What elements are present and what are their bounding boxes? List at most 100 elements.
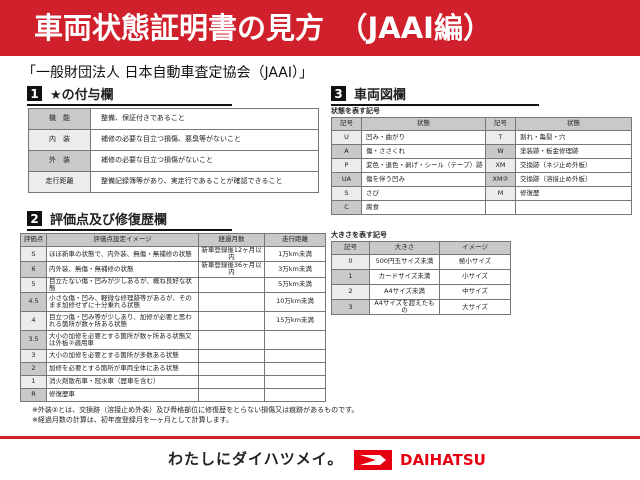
state-symbol: U	[331, 130, 362, 145]
column-header: 記号	[485, 117, 516, 131]
column-header: イメージ	[439, 241, 511, 255]
state-description: 割れ・亀裂・穴	[515, 130, 632, 145]
description: 大小の加修を必要とする箇所が多数ある状態	[46, 348, 199, 363]
table-row: 6 内外装、無傷・無補修の状態 新車登録後36ヶ月以内 3万km未満	[20, 261, 326, 278]
section1-heading: 1 ★の付与欄	[27, 84, 232, 106]
section-number: 2	[27, 211, 42, 226]
table-row: A 傷・ささくれ W 塗装跡・板金修理跡	[331, 144, 632, 159]
elapsed-months	[198, 291, 265, 312]
section-number: 3	[331, 86, 346, 101]
score: 5	[20, 276, 47, 293]
table-row: C 腐食	[331, 200, 632, 215]
state-description: 塗装跡・板金修理跡	[515, 144, 632, 159]
description: 内外装、無傷・無補修の状態	[46, 261, 199, 278]
mileage: 1万km未満	[264, 245, 326, 263]
elapsed-months	[198, 374, 265, 389]
state-description: 修復歴	[515, 186, 632, 201]
table-row: 2 加修を必要とする箇所が車両全体にある状態	[20, 361, 326, 376]
description: 目立たない傷・凹みが少しあるが、概ね良好な状態	[46, 276, 199, 293]
row-label: 機 能	[28, 108, 91, 130]
table-row: S さび M 修復歴	[331, 186, 632, 201]
table-row: 4.5 小さな傷・凹み、軽微な修理跡等があるが、そのまま加修せずに十分乗れる状態 1…	[20, 291, 326, 312]
mileage: 10万km未満	[264, 291, 326, 312]
size-image: 大サイズ	[439, 298, 511, 316]
state-description: 変色・退色・剥げ・シール（テープ）跡	[361, 158, 486, 173]
elapsed-months	[198, 361, 265, 376]
section-number: 1	[27, 86, 42, 101]
table-row: 走行距離 整備記録簿等があり、実走行であることが確認できること	[28, 171, 319, 193]
score: 1	[20, 374, 47, 389]
mileage	[264, 361, 326, 376]
row-label: 内 装	[28, 129, 91, 151]
mileage: 15万km未満	[264, 310, 326, 331]
row-text: 補修の必要な目立つ損傷がないこと	[90, 150, 319, 172]
state-description: 傷・ささくれ	[361, 144, 486, 159]
size: A4サイズ未満	[369, 284, 440, 300]
score: 3.5	[20, 329, 47, 350]
state-symbol: C	[331, 200, 362, 215]
page-title: 車両状態証明書の見方 （JAAI編）	[0, 0, 640, 56]
size-symbols-title: 大きさを表す記号	[331, 231, 387, 239]
description: 大小の加修を必要とする箇所が数ヶ所ある状態又は外板②適用車	[46, 329, 199, 350]
state-symbol: XM②	[485, 172, 516, 187]
evaluation-table: 評価点 評価点設定イメージ 経過月数 走行距離 S ほぼ新車の状態で、内外装、無傷・無補修…	[20, 233, 326, 402]
table-row: 3 大小の加修を必要とする箇所が多数ある状態	[20, 348, 326, 363]
elapsed-months: 新車登録後36ヶ月以内	[198, 261, 265, 278]
column-header: 記号	[331, 117, 362, 131]
elapsed-months	[198, 329, 265, 350]
state-description	[515, 200, 632, 215]
table-row: 3 A4サイズを超えたもの 大サイズ	[331, 298, 511, 316]
table-row: U 凹み・曲がり T 割れ・亀裂・穴	[331, 130, 632, 145]
section-title: 車両図欄	[354, 88, 407, 103]
description: 消火剤散布車・冠水車（歴車を含む）	[46, 374, 199, 389]
state-symbol	[485, 200, 516, 215]
score: 2	[20, 361, 47, 376]
table-row: 2 A4サイズ未満 中サイズ	[331, 284, 511, 300]
size: カードサイズ未満	[369, 269, 440, 285]
state-symbols-title: 状態を表す記号	[331, 107, 380, 115]
row-label: 外 装	[28, 150, 91, 172]
size-image: 小サイズ	[439, 269, 511, 285]
size-symbols-table: 記号 大きさ イメージ 0 500円玉サイズ未満 極小サイズ 1 カードサイズ未満 小サイズ 2 A…	[331, 241, 511, 316]
table-row: R 修復歴車	[20, 387, 326, 402]
size-symbol: 3	[331, 298, 370, 316]
elapsed-months	[198, 310, 265, 331]
elapsed-months	[198, 387, 265, 402]
score: R	[20, 387, 47, 402]
table-row: 1 消火剤散布車・冠水車（歴車を含む）	[20, 374, 326, 389]
size-symbol: 0	[331, 254, 370, 270]
mileage	[264, 387, 326, 402]
organization-name: 「一般財団法人 日本自動車査定協会（JAAI）」	[22, 65, 314, 81]
size-symbol: 1	[331, 269, 370, 285]
description: 修復歴車	[46, 387, 199, 402]
state-symbol: XM	[485, 158, 516, 173]
column-header: 評価点	[20, 233, 47, 247]
state-description: 交換跡（ネジ止め外板）	[515, 158, 632, 173]
note-1: ※外装②とは、交換跡（溶接止め外装）及び骨格部位に修復歴をとらない損傷又は痕跡が…	[32, 406, 359, 414]
table-row: 0 500円玉サイズ未満 極小サイズ	[331, 254, 511, 270]
column-header: 走行距離	[264, 233, 326, 247]
column-header: 記号	[331, 241, 370, 255]
mileage: 5万km未満	[264, 276, 326, 293]
mileage	[264, 348, 326, 363]
state-description: 腐食	[361, 200, 486, 215]
column-header: 状態	[515, 117, 632, 131]
description: 小さな傷・凹み、軽微な修理跡等があるが、そのまま加修せずに十分乗れる状態	[46, 291, 199, 312]
table-row: S ほぼ新車の状態で、内外装、無傷・無補修の状態 新車登録後12ヶ月以内 1万km未満	[20, 245, 326, 263]
score: S	[20, 245, 47, 263]
elapsed-months	[198, 276, 265, 293]
state-description: 交換跡（溶接止め外板）	[515, 172, 632, 187]
state-symbol: W	[485, 144, 516, 159]
state-symbol: UA	[331, 172, 362, 187]
state-symbol: A	[331, 144, 362, 159]
table-row: 内 装補修の必要な目立つ損傷、悪臭等がないこと	[28, 129, 319, 151]
column-header: 状態	[361, 117, 486, 131]
row-text: 補修の必要な目立つ損傷、悪臭等がないこと	[90, 129, 319, 151]
state-description: さび	[361, 186, 486, 201]
description: 目立つ傷・凹み等が少しあり、加修が必要と思われる箇所が数ヶ所ある状態	[46, 310, 199, 331]
state-symbols-table: 記号 状態 記号 状態 U 凹み・曲がり T 割れ・亀裂・穴 A 傷・ささくれ W 塗装跡・板金修理跡…	[331, 117, 632, 215]
footer-divider	[0, 436, 640, 439]
table-row: UA 傷を伴う凹み XM② 交換跡（溶接止め外板）	[331, 172, 632, 187]
score: 6	[20, 261, 47, 278]
section-title: ★の付与欄	[50, 88, 114, 103]
